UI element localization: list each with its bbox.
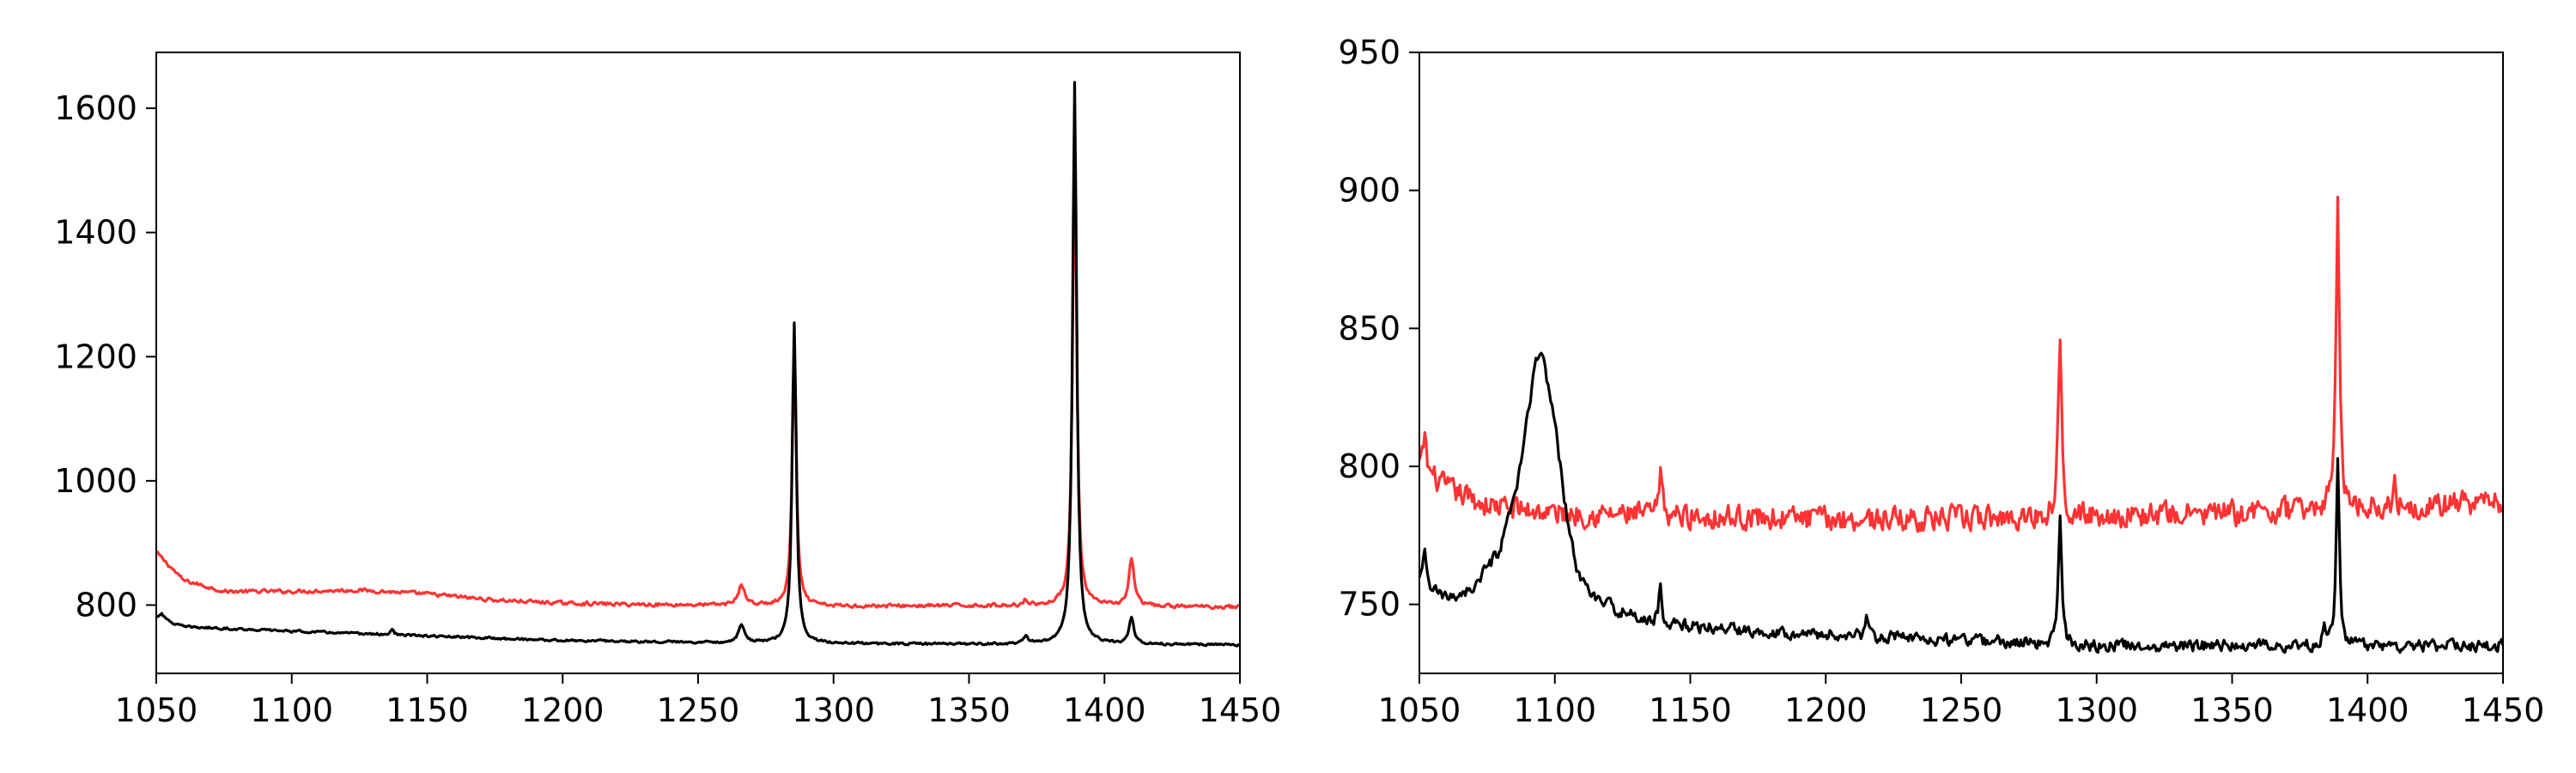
series-group — [156, 82, 1240, 646]
x-tick-label: 1200 — [1784, 691, 1868, 729]
y-tick-label: 1600 — [54, 89, 137, 127]
series-line-2 — [156, 82, 1240, 646]
y-tick-label: 750 — [1338, 586, 1400, 624]
y-tick-label: 1400 — [54, 214, 137, 252]
y-tick-label: 1000 — [54, 462, 137, 500]
y-tick-label: 1200 — [54, 338, 137, 375]
y-tick-label: 800 — [1338, 447, 1400, 485]
y-tick-label: 800 — [75, 586, 137, 624]
x-tick-label: 1300 — [2055, 691, 2138, 729]
y-tick-label: 950 — [1338, 33, 1400, 71]
left-spectrum-plot: 1050 1100 1150 1200 1250 1300 1350 1400 1450 800 1… — [54, 52, 1281, 729]
x-tick-label: 1250 — [657, 691, 740, 729]
x-tick-label: 1100 — [250, 691, 333, 729]
x-tick-label: 1250 — [1920, 691, 2003, 729]
series-group — [1419, 197, 2503, 652]
x-tick-label: 1300 — [792, 691, 875, 729]
right-spectrum-plot: 1050 1100 1150 1200 1250 1300 1350 1400 1450 750 8… — [1338, 33, 2544, 729]
x-tick-label: 1150 — [1649, 691, 1732, 729]
x-tick-label: 1400 — [1063, 691, 1146, 729]
x-tick-label: 1400 — [2326, 691, 2409, 729]
series-line-1 — [1419, 197, 2503, 532]
x-tick-label: 1350 — [927, 691, 1011, 729]
x-tick-label: 1450 — [2462, 691, 2545, 729]
y-tick-label: 850 — [1338, 309, 1400, 347]
x-tick-label: 1350 — [2190, 691, 2274, 729]
x-tick-label: 1050 — [1378, 691, 1461, 729]
y-tick-label: 900 — [1338, 172, 1400, 210]
x-tick-label: 1150 — [386, 691, 469, 729]
x-tick-label: 1100 — [1513, 691, 1596, 729]
x-tick-label: 1450 — [1199, 691, 1282, 729]
x-tick-label: 1050 — [115, 691, 198, 729]
x-tick-label: 1200 — [521, 691, 605, 729]
